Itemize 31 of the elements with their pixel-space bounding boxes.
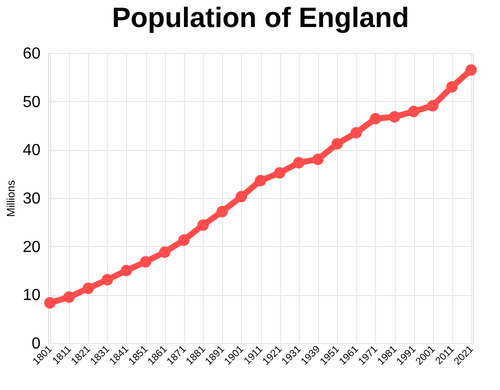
y-tick-label: 30 xyxy=(22,190,41,208)
point xyxy=(140,256,152,268)
point xyxy=(120,264,132,276)
y-tick-label: 40 xyxy=(22,142,41,160)
y-tick-label: 10 xyxy=(22,287,41,304)
y-tick-label: 20 xyxy=(22,238,41,256)
point xyxy=(331,138,343,150)
point xyxy=(350,127,362,138)
point xyxy=(82,282,94,294)
point xyxy=(216,206,228,218)
point xyxy=(236,190,248,202)
point xyxy=(178,234,190,246)
point xyxy=(388,111,400,122)
point xyxy=(102,274,114,286)
y-axis-title: Millions xyxy=(6,180,18,217)
point xyxy=(159,246,170,258)
point xyxy=(446,81,458,93)
point xyxy=(427,100,438,112)
point xyxy=(274,167,286,179)
point xyxy=(44,297,56,309)
point xyxy=(312,154,324,166)
point xyxy=(465,64,477,76)
point xyxy=(408,106,420,118)
point xyxy=(197,219,209,231)
point xyxy=(293,157,304,168)
y-tick-label: 60 xyxy=(22,46,41,62)
point xyxy=(254,174,266,186)
chart-title: Population of England xyxy=(112,2,410,33)
point xyxy=(63,291,75,303)
y-tick-label: 50 xyxy=(22,94,41,111)
point xyxy=(370,113,382,124)
